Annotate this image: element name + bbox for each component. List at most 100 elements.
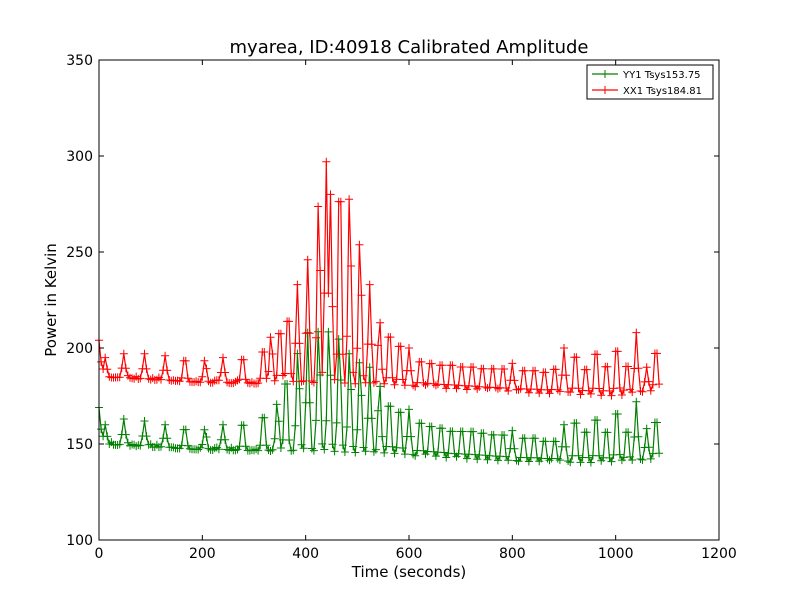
data-point [489,364,498,373]
data-point [254,379,263,388]
data-point [427,359,436,368]
data-point [369,447,378,456]
legend-box [586,64,714,100]
data-point [214,445,223,454]
data-point [634,364,643,373]
data-point [595,384,604,393]
data-point [655,449,664,458]
data-point [396,408,405,417]
data-point [343,332,351,341]
data-point [411,382,420,391]
legend-label: XX1 Tsys184.81 [623,86,702,97]
data-point [574,384,583,393]
data-point [615,450,624,459]
data-point [607,391,616,400]
data-point [613,410,622,418]
data-point [553,454,562,463]
data-point [322,157,331,166]
data-point [438,361,447,370]
data-point [646,386,655,395]
data-point [483,384,492,393]
data-point [572,353,581,362]
data-point [369,378,378,387]
data-point [305,329,314,338]
data-point [386,333,395,342]
data-point [628,456,637,464]
data-point [576,458,585,467]
data-point [624,362,633,371]
data-point [566,388,575,397]
data-point [407,366,416,375]
data-point [340,448,349,456]
data-point [126,373,134,382]
legend: YY1 Tsys153.75 XX1 Tsys184.81 [586,64,714,100]
data-point [285,436,294,444]
legend-entries: YY1 Tsys153.75 XX1 Tsys184.81 [592,70,702,97]
data-point [221,368,230,377]
data-point [254,446,263,455]
data-point [336,197,345,206]
data-point [268,445,277,454]
data-point [593,416,602,425]
data-point [200,425,209,434]
data-point [338,350,347,359]
data-point [276,329,285,338]
data-point [586,389,595,398]
data-point [628,388,637,397]
data-point [448,361,457,370]
data-point [208,378,217,387]
data-point [343,423,351,431]
data-point [318,439,327,448]
plot-area [95,157,664,467]
data-point [493,456,502,465]
data-point [574,451,583,460]
x-axis-label: Time (seconds) [351,563,467,581]
data-point [582,365,591,374]
data-point [648,380,657,389]
data-point [289,377,298,386]
data-point [322,416,331,425]
data-point [307,444,316,453]
legend-entry: YY1 Tsys153.75 [592,70,701,81]
data-point [593,350,602,359]
data-point [221,435,230,444]
data-point [644,377,653,386]
data-point [646,454,655,463]
data-point [541,368,550,377]
data-point [632,397,641,406]
data-point [140,417,149,425]
data-point [289,446,298,455]
data-point [332,418,341,427]
data-point [326,190,335,199]
data-point [316,266,325,275]
data-point [405,344,413,352]
data-point [458,363,467,371]
data-point [551,437,560,446]
data-point [144,440,153,449]
data-point [553,385,562,394]
data-point [262,374,271,383]
data-point [338,441,347,450]
x-tick-label: 1200 [701,546,737,562]
x-tick-label: 0 [95,546,104,562]
data-point [270,376,279,385]
data-point [500,431,509,440]
data-point [330,447,339,456]
data-point [320,445,329,454]
data-point [531,366,540,375]
data-point [398,375,407,384]
data-point [140,349,149,358]
data-point [183,374,192,383]
data-point [303,255,312,264]
data-point [278,371,287,380]
data-point [378,365,387,374]
legend-marker [601,70,609,78]
data-point [121,430,130,439]
data-point [400,381,409,390]
data-point [212,443,221,452]
data-point [161,351,170,360]
data-point [458,427,467,436]
data-point [349,368,358,377]
data-point [605,453,614,462]
